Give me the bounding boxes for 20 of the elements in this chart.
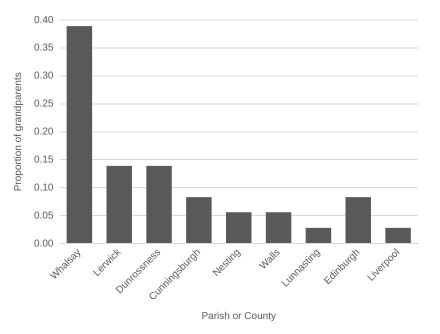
y-tick-label: 0.05 xyxy=(34,210,54,222)
y-tick-label: 0.10 xyxy=(34,182,54,194)
bar xyxy=(345,197,371,244)
bar xyxy=(66,26,92,244)
y-tick-label: 0.25 xyxy=(34,98,54,110)
y-tick-label: 0.30 xyxy=(34,70,54,82)
y-tick-label: 0.15 xyxy=(34,154,54,166)
bar xyxy=(106,166,132,244)
y-axis-title: Proportion of grandparents xyxy=(12,72,24,192)
bar xyxy=(146,166,172,244)
y-tick-label: 0.35 xyxy=(34,42,54,54)
bar xyxy=(226,212,252,244)
bar xyxy=(266,212,292,244)
bar xyxy=(306,228,332,244)
bar xyxy=(186,197,212,244)
x-axis-title: Parish or County xyxy=(201,310,276,322)
y-tick-label: 0.40 xyxy=(34,14,54,26)
y-tick-label: 0.20 xyxy=(34,126,54,138)
bar xyxy=(385,228,411,244)
y-tick-label: 0.00 xyxy=(34,238,54,250)
